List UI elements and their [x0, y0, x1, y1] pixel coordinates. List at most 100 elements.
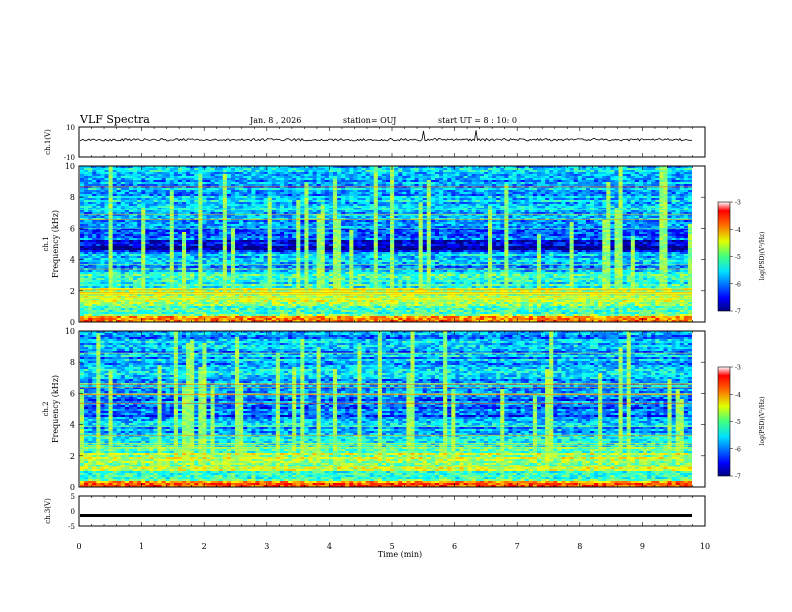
spectrogram-cell	[504, 196, 509, 199]
spectrogram-cell	[585, 206, 591, 209]
spectrogram-cell	[585, 214, 591, 217]
spectrogram-cell	[100, 220, 105, 223]
spectrogram-cell	[426, 178, 432, 181]
spectrogram-cell	[675, 212, 681, 215]
spectrogram-cell	[683, 172, 689, 175]
spectrogram-cell	[459, 172, 464, 175]
spectrogram-cell	[369, 184, 375, 187]
spectrogram-cell	[100, 210, 105, 213]
spectrogram-cell	[520, 192, 526, 195]
spectrogram-cell	[255, 174, 260, 177]
spectrogram-cell	[128, 222, 134, 225]
spectrogram-cell	[332, 166, 338, 169]
spectrogram-cell	[80, 220, 85, 223]
spectrogram-cell	[353, 168, 358, 171]
spectrogram-cell	[149, 206, 154, 209]
spectrogram-cell	[177, 174, 183, 177]
spectrogram-cell	[337, 224, 342, 227]
spectrogram-cell	[638, 228, 644, 231]
spectrogram-cell	[104, 210, 109, 213]
spectrogram-cell	[235, 170, 240, 173]
spectrogram-cell	[524, 194, 530, 197]
spectrogram-cell	[96, 226, 101, 229]
spectrogram-cell	[141, 224, 146, 227]
spectrogram-cell	[92, 174, 97, 177]
spectrogram-cell	[557, 198, 562, 201]
spectrogram-cell	[292, 174, 297, 177]
spectrogram-cell	[194, 166, 199, 169]
spectrogram-cell	[259, 206, 264, 209]
spectrogram-cell	[141, 176, 146, 179]
spectrogram-cell	[116, 230, 122, 233]
spectrogram-cell	[667, 172, 672, 175]
spectrogram-cell	[467, 184, 472, 187]
spectrogram-cell	[96, 220, 101, 223]
spectrogram-cell	[337, 188, 342, 191]
spectrogram-cell	[451, 210, 456, 213]
spectrogram-cell	[667, 188, 672, 191]
spectrogram-cell	[614, 210, 619, 213]
spectrogram-cell	[475, 182, 481, 185]
spectrogram-cell	[214, 192, 220, 195]
spectrogram-cell	[112, 180, 118, 183]
spectrogram-cell	[235, 220, 240, 223]
spectrogram-cell	[279, 212, 285, 215]
spectrogram-cell	[557, 206, 562, 209]
spectrogram-cell	[316, 192, 322, 195]
spectrogram-cell	[394, 198, 399, 201]
spectrogram-cell	[683, 190, 689, 193]
spectrogram-cell	[365, 212, 370, 215]
spectrogram-cell	[655, 210, 660, 213]
spectrogram-cell	[381, 212, 387, 215]
spectrogram-cell	[545, 200, 550, 203]
spectrogram-cell	[569, 172, 574, 175]
spectrogram-cell	[463, 176, 468, 179]
spectrogram-cell	[345, 166, 350, 169]
spectrogram-cell	[553, 180, 558, 183]
spectrogram-cell	[508, 198, 513, 201]
spectrogram-cell	[120, 166, 126, 169]
spectrogram-cell	[500, 216, 505, 219]
spectrogram-cell	[157, 220, 162, 223]
spectrogram-cell	[626, 228, 632, 231]
spectrogram-cell	[279, 228, 285, 231]
spectrogram-cell	[157, 222, 162, 225]
spectrogram-cell	[137, 174, 142, 177]
spectrogram-cell	[638, 192, 644, 195]
spectrogram-cell	[230, 192, 236, 195]
spectrogram-cell	[434, 170, 440, 173]
spectrogram-cell	[247, 196, 252, 199]
spectrogram-cell	[683, 188, 689, 191]
spectrogram-cell	[222, 224, 228, 227]
spectrogram-cell	[606, 226, 611, 229]
spectrogram-cell	[218, 214, 224, 217]
spectrogram-cell	[577, 176, 583, 179]
spectrogram-cell	[439, 210, 444, 213]
spectrogram-cell	[271, 212, 277, 215]
spectrogram-cell	[267, 230, 273, 233]
spectrogram-cell	[304, 198, 309, 201]
spectrogram-cell	[422, 214, 428, 217]
spectrogram-cell	[186, 168, 191, 171]
spectrogram-cell	[332, 190, 338, 193]
spectrogram-cell	[96, 222, 101, 225]
spectrogram-cell	[492, 206, 497, 209]
spectrogram-cell	[328, 172, 334, 175]
spectrogram-cell	[296, 228, 301, 231]
spectrogram-cell	[483, 170, 489, 173]
spectrogram-cell	[263, 180, 268, 183]
spectrogram-cell	[512, 204, 517, 207]
spectrogram-cell	[133, 212, 138, 215]
spectrogram-cell	[581, 220, 587, 223]
spectrogram-cell	[365, 200, 370, 203]
spectrogram-cell	[475, 216, 481, 219]
spectrogram-cell	[239, 214, 244, 217]
spectrogram-cell	[230, 184, 236, 187]
spectrogram-cell	[120, 184, 126, 187]
spectrogram-cell	[190, 178, 195, 181]
spectrogram-cell	[638, 172, 644, 175]
spectrogram-cell	[447, 198, 452, 201]
spectrogram-cell	[643, 172, 648, 175]
spectrogram-cell	[683, 200, 689, 203]
spectrogram-cell	[332, 170, 338, 173]
